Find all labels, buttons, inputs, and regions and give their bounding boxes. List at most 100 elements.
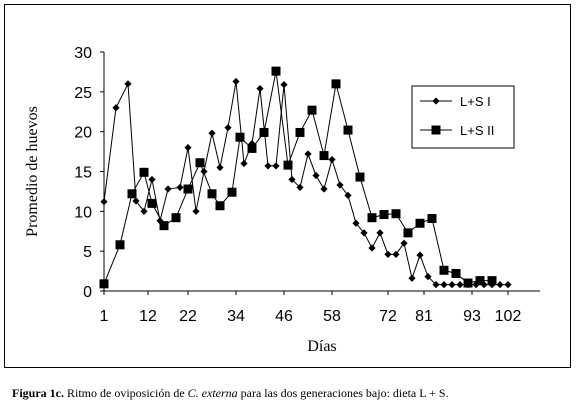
data-point xyxy=(256,85,264,93)
x-axis-title: Días xyxy=(307,338,336,355)
data-point xyxy=(127,189,137,199)
data-point xyxy=(448,281,456,289)
data-point xyxy=(283,160,293,170)
data-point xyxy=(215,201,225,211)
data-point xyxy=(319,151,329,161)
series-2 xyxy=(99,66,497,289)
caption-text-2: para las dos generaciones bajo: dieta L … xyxy=(237,386,449,400)
data-point xyxy=(139,167,149,177)
line-chart: 0 5 10 15 20 25 30 1 12 22 34 46 58 72 81 93 102 Días Pr… xyxy=(24,45,540,355)
data-point xyxy=(391,209,401,219)
caption-text-1: Ritmo de oviposición de xyxy=(64,386,188,400)
data-point xyxy=(463,278,473,288)
data-point xyxy=(432,281,440,289)
data-point xyxy=(171,213,181,223)
data-point xyxy=(352,219,360,227)
data-point xyxy=(280,81,288,89)
data-point xyxy=(504,281,512,289)
data-point xyxy=(427,214,437,224)
data-point xyxy=(164,185,172,193)
data-point xyxy=(148,175,156,184)
x-tick-label: 46 xyxy=(275,308,293,325)
chart-tick-labels: 0 5 10 15 20 25 30 1 12 22 34 46 58 72 81 93 102 xyxy=(74,45,521,325)
data-point xyxy=(140,207,148,215)
data-point xyxy=(487,276,497,286)
data-point xyxy=(240,159,248,168)
data-point xyxy=(184,144,192,152)
data-point xyxy=(451,268,461,278)
x-tick-label: 22 xyxy=(179,308,197,325)
data-point xyxy=(112,104,120,112)
data-point xyxy=(415,218,425,228)
data-point xyxy=(208,129,216,137)
data-point xyxy=(159,221,169,231)
x-tick-label: 81 xyxy=(415,308,433,325)
data-point xyxy=(232,77,240,86)
data-point xyxy=(264,162,272,170)
data-point xyxy=(367,213,377,223)
data-point xyxy=(115,240,125,250)
chart-legend: L+S I L+S II xyxy=(411,85,515,149)
data-point xyxy=(227,187,237,197)
data-point xyxy=(336,181,344,189)
x-tick-label: 72 xyxy=(379,308,397,325)
data-point xyxy=(408,274,416,282)
legend-box xyxy=(411,85,515,149)
data-point xyxy=(132,197,140,205)
data-point xyxy=(176,183,184,192)
data-point xyxy=(439,265,449,275)
x-tick-label: 1 xyxy=(100,308,109,325)
data-point xyxy=(295,127,305,137)
data-point xyxy=(456,281,464,289)
legend-marker xyxy=(432,97,440,105)
data-point xyxy=(403,228,413,238)
data-point xyxy=(216,163,224,172)
data-point xyxy=(288,175,296,184)
data-point xyxy=(312,171,320,180)
x-tick-label: 93 xyxy=(463,308,481,325)
y-tick-label: 5 xyxy=(83,244,92,261)
x-tick-label: 12 xyxy=(139,308,157,325)
figure-caption: Figura 1c. Ritmo de oviposición de C. ex… xyxy=(12,386,449,401)
data-point xyxy=(271,66,281,76)
data-point xyxy=(147,198,157,208)
y-tick-label: 25 xyxy=(74,85,92,102)
data-point xyxy=(304,150,312,158)
x-tick-label: 34 xyxy=(227,308,245,325)
legend-marker xyxy=(431,125,441,135)
data-point xyxy=(440,281,448,289)
data-point xyxy=(355,172,365,182)
data-point xyxy=(296,183,304,192)
data-point xyxy=(272,162,280,170)
figure-frame xyxy=(4,4,571,368)
caption-label: Figura 1c. xyxy=(12,386,64,400)
data-point xyxy=(400,239,408,247)
data-point xyxy=(376,229,384,237)
data-point xyxy=(224,124,232,132)
legend-label: L+S I xyxy=(460,94,491,109)
data-point xyxy=(247,143,257,153)
data-point xyxy=(416,251,424,259)
data-point xyxy=(384,250,392,258)
data-point xyxy=(235,132,245,142)
series-line xyxy=(103,71,492,285)
data-point xyxy=(392,250,400,258)
data-point xyxy=(424,273,432,281)
data-point xyxy=(328,155,336,164)
data-point xyxy=(183,184,193,194)
data-point xyxy=(192,207,200,215)
data-point xyxy=(124,80,132,88)
data-point xyxy=(343,125,353,135)
data-point xyxy=(379,210,389,220)
data-point xyxy=(344,191,352,199)
y-tick-label: 15 xyxy=(74,165,92,182)
data-point xyxy=(207,189,217,199)
data-point xyxy=(259,127,269,137)
chart-axes xyxy=(100,51,540,295)
data-point xyxy=(496,281,504,289)
data-point xyxy=(99,279,109,289)
y-tick-label: 20 xyxy=(74,125,92,142)
data-point xyxy=(100,198,108,206)
data-point xyxy=(195,158,205,168)
x-tick-label: 102 xyxy=(495,308,522,325)
